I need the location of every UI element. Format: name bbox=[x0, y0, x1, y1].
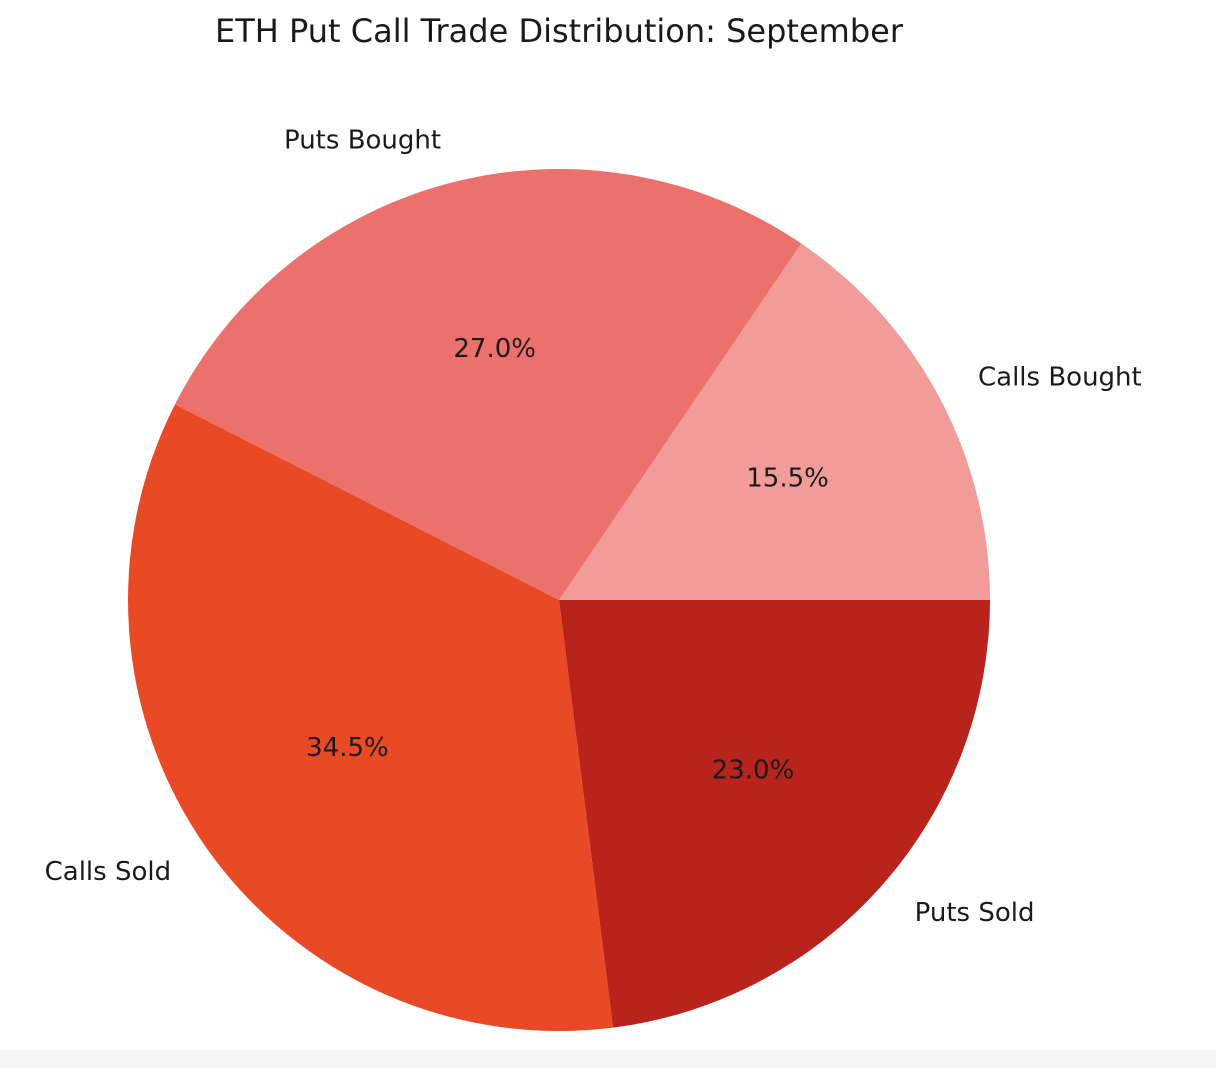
value-label: 34.5% bbox=[306, 733, 389, 763]
pie-slice bbox=[174, 169, 802, 600]
bottom-strip bbox=[0, 1050, 1216, 1068]
pie-slice bbox=[559, 243, 990, 601]
pie-slice bbox=[559, 600, 990, 1028]
value-label: 27.0% bbox=[453, 334, 536, 364]
pie-slice bbox=[127, 404, 614, 1032]
slice-label: Puts Bought bbox=[284, 125, 441, 155]
slice-label: Calls Sold bbox=[45, 857, 171, 887]
chart-title: ETH Put Call Trade Distribution: Septemb… bbox=[215, 12, 904, 50]
value-label: 15.5% bbox=[746, 463, 829, 493]
slice-label: Calls Bought bbox=[978, 363, 1142, 393]
value-label: 23.0% bbox=[712, 756, 795, 786]
slice-label: Puts Sold bbox=[915, 898, 1035, 928]
